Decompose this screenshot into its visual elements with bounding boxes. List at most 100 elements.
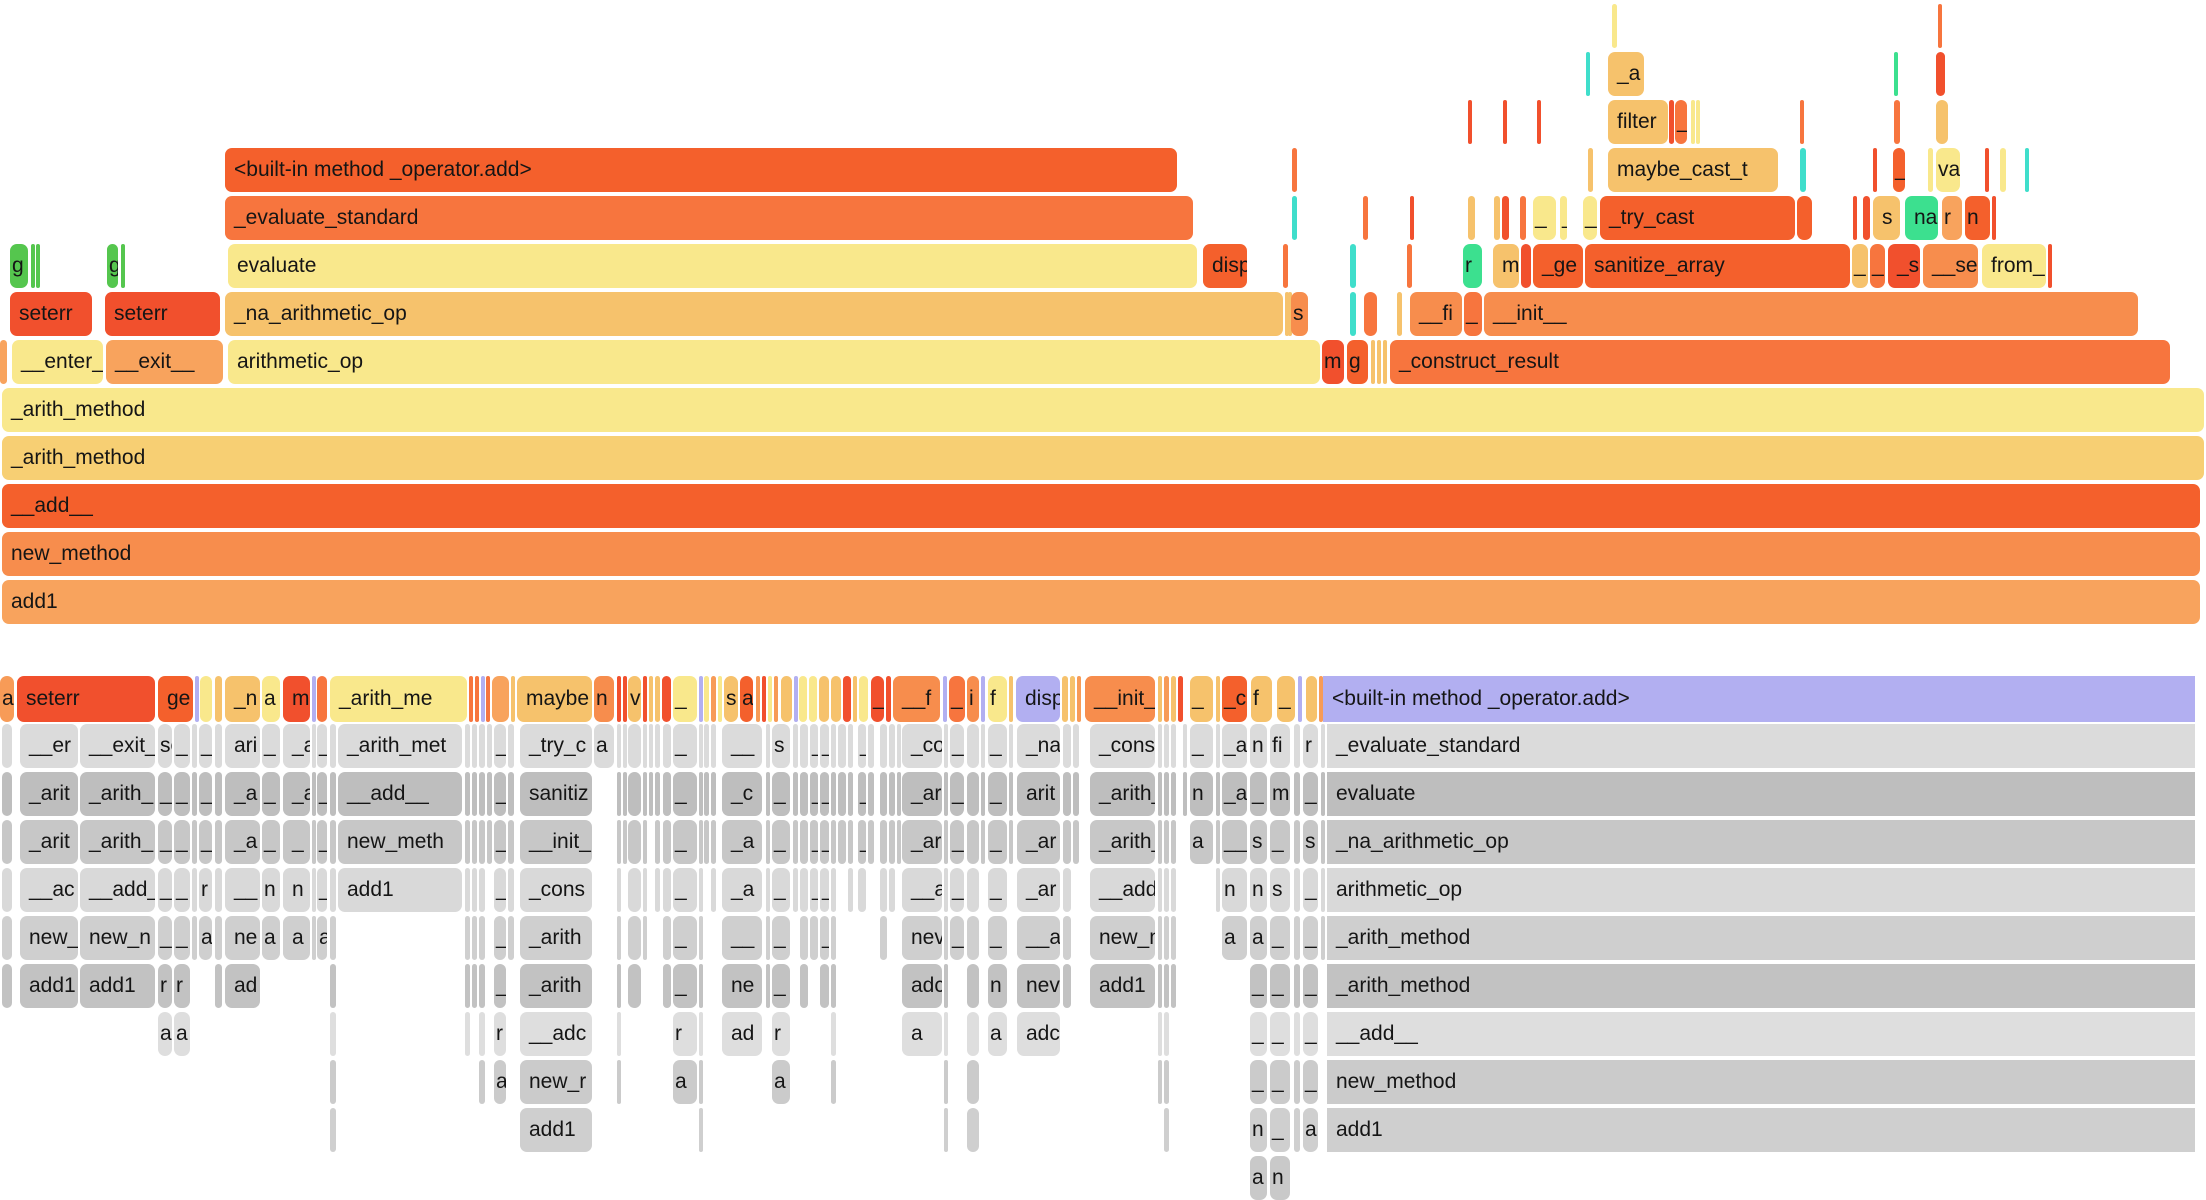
caller-stack-frame[interactable]: add1 <box>1090 964 1155 1008</box>
caller-stack-frame[interactable]: _a <box>1222 724 1247 768</box>
caller-stack-frame[interactable]: _ <box>810 772 818 816</box>
caller-leaf-frame[interactable] <box>718 676 722 722</box>
caller-stack-frame[interactable]: _ <box>1270 1012 1290 1056</box>
caller-leaf-frame[interactable] <box>699 676 703 722</box>
caller-stack-frame[interactable]: __add_ <box>80 868 155 912</box>
caller-stack-frame[interactable] <box>643 820 647 864</box>
caller-stack-frame[interactable] <box>617 1060 621 1104</box>
caller-stack-frame[interactable] <box>1294 1108 1300 1152</box>
caller-stack-frame[interactable]: _ <box>1303 868 1318 912</box>
caller-leaf-frame[interactable]: _n <box>225 676 260 722</box>
caller-stack-frame[interactable] <box>1164 916 1169 960</box>
caller-stack-frame[interactable] <box>967 916 979 960</box>
caller-leaf-frame[interactable] <box>1077 676 1081 722</box>
flame-frame[interactable]: s <box>1873 196 1900 240</box>
caller-stack-frame[interactable]: evaluate <box>1327 772 2195 816</box>
caller-leaf-frame[interactable]: f <box>988 676 1007 722</box>
caller-leaf-frame[interactable] <box>1158 676 1162 722</box>
caller-stack-frame[interactable]: a <box>594 724 614 768</box>
caller-stack-frame[interactable] <box>944 868 948 912</box>
caller-stack-frame[interactable] <box>889 772 895 816</box>
flame-frame[interactable]: __add__ <box>2 484 2200 528</box>
caller-stack-frame[interactable]: new_method <box>1327 1060 2195 1104</box>
caller-stack-frame[interactable] <box>793 772 798 816</box>
caller-stack-frame[interactable]: s <box>1250 820 1267 864</box>
caller-leaf-frame[interactable] <box>794 676 798 722</box>
caller-stack-frame[interactable] <box>800 820 808 864</box>
caller-stack-frame[interactable] <box>1216 820 1220 864</box>
caller-stack-frame[interactable] <box>215 820 222 864</box>
caller-stack-frame[interactable] <box>472 916 477 960</box>
flame-frame[interactable]: _evaluate_standard <box>225 196 1193 240</box>
caller-stack-frame[interactable] <box>2 868 12 912</box>
caller-stack-frame[interactable] <box>889 820 895 864</box>
caller-stack-frame[interactable]: _ <box>810 820 818 864</box>
caller-stack-frame[interactable] <box>215 772 222 816</box>
caller-leaf-frame[interactable] <box>469 676 473 722</box>
caller-stack-frame[interactable] <box>628 916 641 960</box>
caller-stack-frame[interactable]: _ <box>1250 1012 1267 1056</box>
caller-stack-frame[interactable] <box>643 772 647 816</box>
caller-stack-frame[interactable] <box>897 772 901 816</box>
caller-stack-frame[interactable]: a <box>174 1012 190 1056</box>
caller-stack-frame[interactable]: add1 <box>80 964 155 1008</box>
caller-stack-frame[interactable]: __ac <box>20 868 78 912</box>
flame-frame[interactable]: __fi <box>1410 292 1462 336</box>
flame-frame[interactable]: add1 <box>2 580 2200 624</box>
caller-stack-frame[interactable] <box>1321 724 1325 768</box>
caller-stack-frame[interactable] <box>655 820 660 864</box>
caller-leaf-frame[interactable] <box>486 676 490 722</box>
caller-stack-frame[interactable] <box>649 772 653 816</box>
flame-frame[interactable] <box>1468 196 1475 240</box>
caller-stack-frame[interactable]: n <box>1270 1156 1290 1200</box>
caller-stack-frame[interactable] <box>831 1012 836 1056</box>
caller-stack-frame[interactable]: __add_ <box>1090 868 1155 912</box>
caller-stack-frame[interactable] <box>479 916 485 960</box>
flame-frame[interactable] <box>1537 100 1541 144</box>
caller-stack-frame[interactable]: __a <box>902 868 942 912</box>
caller-leaf-frame[interactable]: a <box>262 676 280 722</box>
caller-leaf-frame[interactable] <box>1171 676 1176 722</box>
caller-stack-frame[interactable] <box>1164 1012 1169 1056</box>
caller-stack-frame[interactable]: _ <box>810 724 818 768</box>
caller-stack-frame[interactable] <box>312 868 316 912</box>
caller-stack-frame[interactable] <box>766 916 770 960</box>
caller-stack-frame[interactable] <box>1171 868 1176 912</box>
caller-stack-frame[interactable] <box>699 820 703 864</box>
caller-leaf-frame[interactable]: seterr <box>17 676 155 722</box>
caller-stack-frame[interactable] <box>831 964 836 1008</box>
flame-frame[interactable] <box>1936 100 1948 144</box>
caller-stack-frame[interactable] <box>1321 772 1325 816</box>
flame-frame[interactable] <box>1873 148 1877 192</box>
caller-stack-frame[interactable]: _evaluate_standard <box>1327 724 2195 768</box>
caller-leaf-frame[interactable]: f <box>1251 676 1272 722</box>
caller-stack-frame[interactable] <box>472 772 477 816</box>
caller-stack-frame[interactable] <box>699 1060 703 1104</box>
caller-stack-frame[interactable]: _ <box>772 916 790 960</box>
caller-stack-frame[interactable]: _const <box>1090 724 1155 768</box>
caller-stack-frame[interactable] <box>479 868 485 912</box>
flame-frame[interactable]: m <box>1493 244 1519 288</box>
caller-stack-frame[interactable] <box>699 964 703 1008</box>
caller-stack-frame[interactable] <box>1216 772 1220 816</box>
caller-stack-frame[interactable] <box>1171 916 1176 960</box>
flame-frame[interactable] <box>1468 100 1472 144</box>
caller-leaf-frame[interactable] <box>781 676 792 722</box>
caller-leaf-frame[interactable] <box>819 676 829 722</box>
caller-stack-frame[interactable]: se <box>158 724 172 768</box>
caller-stack-frame[interactable]: _ <box>199 772 212 816</box>
caller-stack-frame[interactable]: _ <box>1250 1060 1267 1104</box>
caller-stack-frame[interactable] <box>1294 868 1300 912</box>
caller-stack-frame[interactable]: _ <box>283 820 310 864</box>
caller-stack-frame[interactable]: ad <box>225 964 260 1008</box>
caller-stack-frame[interactable]: _ <box>820 916 829 960</box>
caller-leaf-frame[interactable] <box>853 676 857 722</box>
flame-frame[interactable]: _try_cast <box>1600 196 1795 240</box>
caller-stack-frame[interactable] <box>192 820 197 864</box>
caller-stack-frame[interactable] <box>1164 868 1169 912</box>
caller-stack-frame[interactable]: _ <box>673 820 697 864</box>
caller-stack-frame[interactable] <box>617 868 621 912</box>
caller-leaf-frame[interactable] <box>617 676 621 722</box>
caller-leaf-frame[interactable] <box>1319 676 1323 722</box>
caller-stack-frame[interactable] <box>1294 1060 1300 1104</box>
